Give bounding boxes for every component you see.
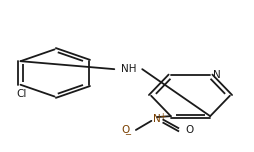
Text: NH: NH: [120, 64, 136, 74]
Text: Cl: Cl: [17, 89, 27, 99]
Text: −: −: [124, 130, 131, 140]
Text: +: +: [159, 112, 166, 121]
Text: O: O: [121, 125, 130, 135]
Text: N: N: [213, 70, 221, 80]
Text: O: O: [185, 125, 194, 135]
Text: N: N: [153, 114, 161, 124]
